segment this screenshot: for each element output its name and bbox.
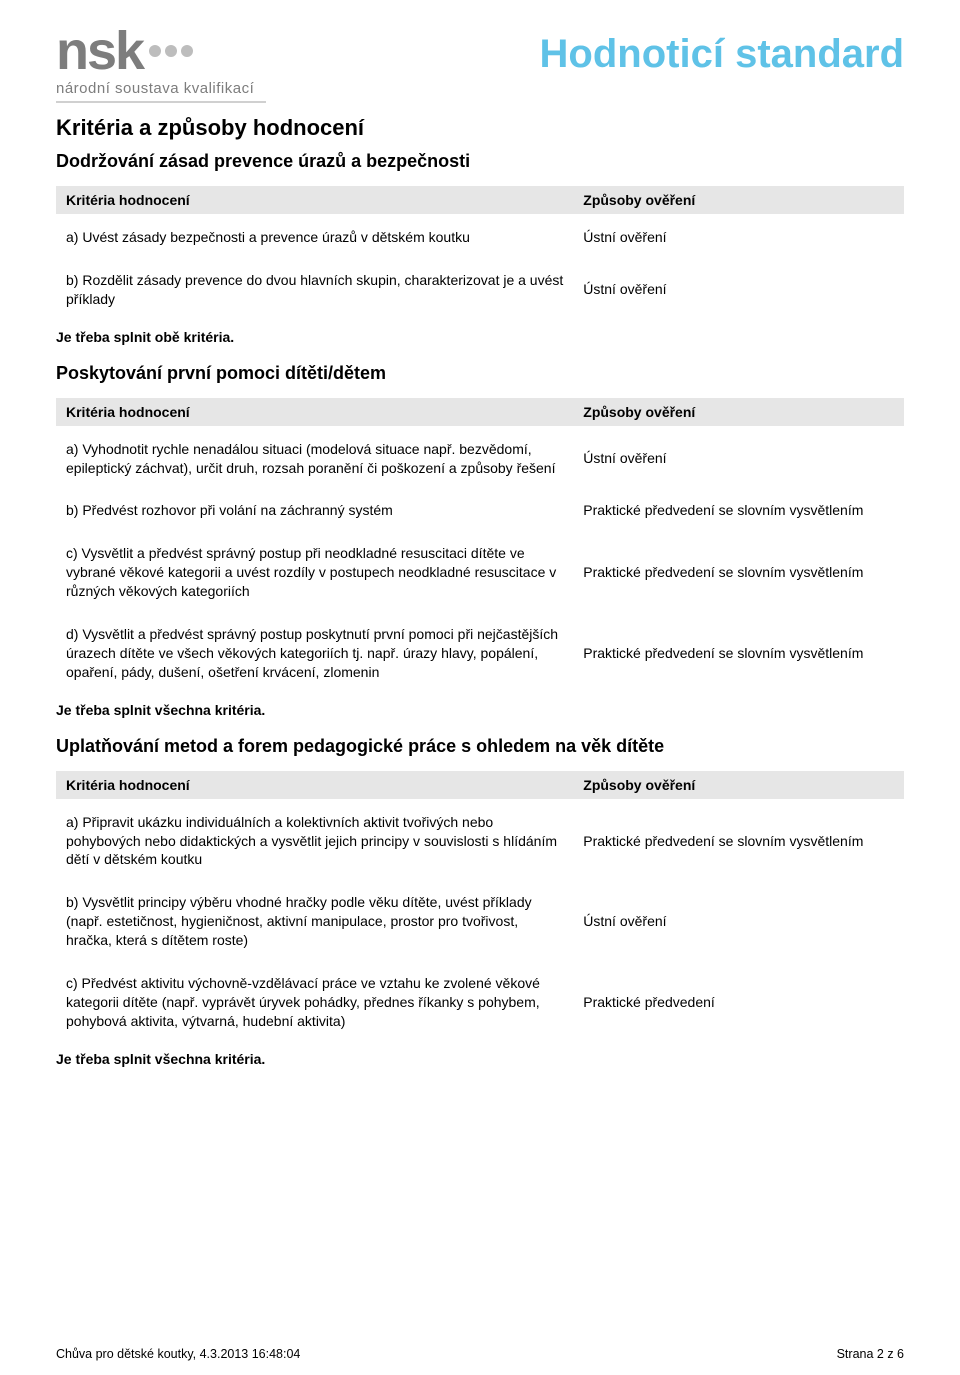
table-header-row: Kritéria hodnocení Způsoby ověření — [56, 186, 904, 214]
table-row: a) Uvést zásady bezpečnosti a prevence ú… — [56, 218, 904, 257]
logo-block: nsk národní soustava kvalifikací — [56, 24, 266, 103]
section-note: Je třeba splnit obě kritéria. — [56, 329, 904, 345]
table-row: a) Vyhodnotit rychle nenadálou situaci (… — [56, 430, 904, 488]
col-criteria: Kritéria hodnocení — [56, 771, 573, 799]
table-row: d) Vysvětlit a předvést správný postup p… — [56, 615, 904, 692]
logo: nsk — [56, 24, 266, 78]
method-cell: Praktické předvedení se slovním vysvětle… — [573, 615, 904, 692]
col-criteria: Kritéria hodnocení — [56, 398, 573, 426]
document-title: Hodnoticí standard — [540, 32, 904, 77]
table-row: c) Vysvětlit a předvést správný postup p… — [56, 534, 904, 611]
page-footer: Chůva pro dětské koutky, 4.3.2013 16:48:… — [56, 1347, 904, 1361]
method-cell: Ústní ověření — [573, 261, 904, 319]
section-title: Poskytování první pomoci dítěti/dětem — [56, 363, 904, 384]
table-row: b) Rozdělit zásady prevence do dvou hlav… — [56, 261, 904, 319]
criteria-cell: a) Vyhodnotit rychle nenadálou situaci (… — [56, 430, 573, 488]
table-row: c) Předvést aktivitu výchovně-vzdělávací… — [56, 964, 904, 1041]
criteria-cell: d) Vysvětlit a předvést správný postup p… — [56, 615, 573, 692]
table-row: b) Vysvětlit principy výběru vhodné hrač… — [56, 883, 904, 960]
criteria-cell: c) Předvést aktivitu výchovně-vzdělávací… — [56, 964, 573, 1041]
criteria-cell: a) Připravit ukázku individuálních a kol… — [56, 803, 573, 880]
criteria-cell: c) Vysvětlit a předvést správný postup p… — [56, 534, 573, 611]
page: nsk národní soustava kvalifikací Hodnoti… — [0, 0, 960, 1375]
logo-text: nsk — [56, 24, 143, 78]
logo-subtitle: národní soustava kvalifikací — [56, 80, 266, 97]
logo-divider — [56, 101, 266, 103]
table-row: a) Připravit ukázku individuálních a kol… — [56, 803, 904, 880]
table-header-row: Kritéria hodnocení Způsoby ověření — [56, 771, 904, 799]
method-cell: Praktické předvedení se slovním vysvětle… — [573, 534, 904, 611]
criteria-cell: b) Vysvětlit principy výběru vhodné hrač… — [56, 883, 573, 960]
section-note: Je třeba splnit všechna kritéria. — [56, 702, 904, 718]
method-cell: Ústní ověření — [573, 430, 904, 488]
method-cell: Praktické předvedení se slovním vysvětle… — [573, 803, 904, 880]
section-note: Je třeba splnit všechna kritéria. — [56, 1051, 904, 1067]
method-cell: Ústní ověření — [573, 218, 904, 257]
col-methods: Způsoby ověření — [573, 186, 904, 214]
col-methods: Způsoby ověření — [573, 398, 904, 426]
method-cell: Ústní ověření — [573, 883, 904, 960]
criteria-table: Kritéria hodnocení Způsoby ověření a) Uv… — [56, 182, 904, 323]
heading-main: Kritéria a způsoby hodnocení — [56, 115, 904, 141]
criteria-table: Kritéria hodnocení Způsoby ověření a) Př… — [56, 767, 904, 1045]
method-cell: Praktické předvedení — [573, 964, 904, 1041]
table-row: b) Předvést rozhovor při volání na záchr… — [56, 491, 904, 530]
criteria-table: Kritéria hodnocení Způsoby ověření a) Vy… — [56, 394, 904, 696]
logo-dots-icon — [149, 45, 193, 57]
section-title: Dodržování zásad prevence úrazů a bezpeč… — [56, 151, 904, 172]
page-header: nsk národní soustava kvalifikací Hodnoti… — [56, 24, 904, 103]
col-criteria: Kritéria hodnocení — [56, 186, 573, 214]
footer-right: Strana 2 z 6 — [837, 1347, 904, 1361]
col-methods: Způsoby ověření — [573, 771, 904, 799]
section-title: Uplatňování metod a forem pedagogické pr… — [56, 736, 904, 757]
method-cell: Praktické předvedení se slovním vysvětle… — [573, 491, 904, 530]
criteria-cell: b) Rozdělit zásady prevence do dvou hlav… — [56, 261, 573, 319]
criteria-cell: a) Uvést zásady bezpečnosti a prevence ú… — [56, 218, 573, 257]
table-header-row: Kritéria hodnocení Způsoby ověření — [56, 398, 904, 426]
criteria-cell: b) Předvést rozhovor při volání na záchr… — [56, 491, 573, 530]
footer-left: Chůva pro dětské koutky, 4.3.2013 16:48:… — [56, 1347, 300, 1361]
